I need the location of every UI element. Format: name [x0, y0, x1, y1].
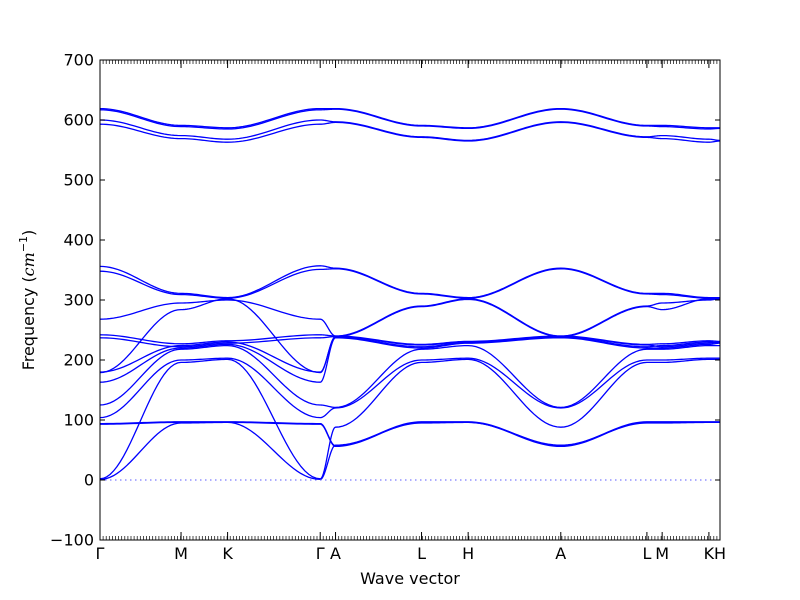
- y-tick-label: 300: [63, 291, 94, 310]
- band-2: [100, 108, 720, 130]
- y-tick-label: 400: [63, 231, 94, 250]
- y-tick-label: 0: [84, 471, 94, 490]
- y-axis-label-exponent: −1: [17, 236, 30, 252]
- x-tick-label: A: [555, 544, 566, 563]
- x-tick-label: M: [655, 544, 669, 563]
- x-axis-label: Wave vector: [360, 569, 460, 588]
- ticks-layer: [99, 59, 721, 541]
- y-axis-label-unit: cm: [19, 252, 38, 276]
- y-axis-label-text: Frequency (: [19, 276, 38, 370]
- band-15: [100, 358, 720, 480]
- x-tick-label: H: [462, 544, 474, 563]
- band-6: [100, 268, 720, 299]
- y-axis-label-close: ): [19, 230, 38, 236]
- band-8: [100, 298, 720, 374]
- plot-frame: [99, 59, 721, 541]
- y-tick-label: 200: [63, 351, 94, 370]
- x-tick-label: M: [174, 544, 188, 563]
- band-18: [100, 421, 720, 481]
- band-14: [100, 357, 720, 419]
- x-tick-label: L: [417, 544, 426, 563]
- y-tick-label: 700: [63, 51, 94, 70]
- band-11: [100, 336, 720, 373]
- y-tick-label: 600: [63, 111, 94, 130]
- y-tick-label: 500: [63, 171, 94, 190]
- band-10: [100, 335, 720, 348]
- y-tick-label: −100: [50, 531, 94, 550]
- band-4: [100, 121, 720, 143]
- bands-layer: [100, 107, 720, 481]
- x-tick-label: H: [714, 544, 726, 563]
- x-tick-label: Γ: [96, 544, 105, 563]
- y-axis-label: Frequency (cm−1): [17, 230, 38, 371]
- x-tick-label: A: [330, 544, 341, 563]
- x-tick-label: L: [642, 544, 651, 563]
- y-tick-label: 100: [63, 411, 94, 430]
- x-tick-label: K: [222, 544, 233, 563]
- band-13: [100, 344, 720, 409]
- x-tick-label: K: [704, 544, 715, 563]
- x-tick-label: Γ: [316, 544, 325, 563]
- band-12: [100, 337, 720, 383]
